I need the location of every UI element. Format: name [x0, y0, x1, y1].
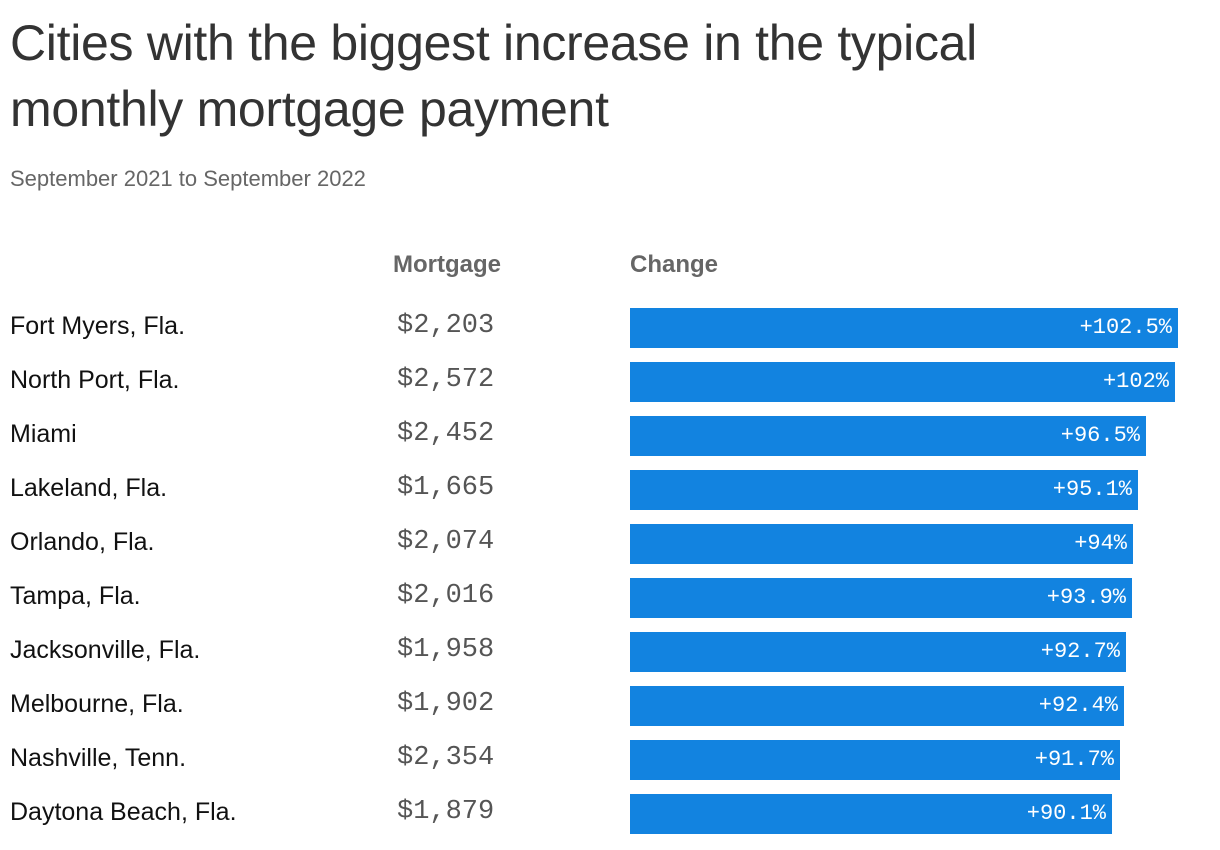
city-label: Nashville, Tenn. [10, 744, 187, 772]
change-label: +92.4% [1038, 693, 1118, 718]
city-label: North Port, Fla. [10, 366, 180, 394]
change-label: +92.7% [1040, 639, 1120, 664]
change-bar: +95.1% [630, 470, 1138, 510]
city-label: Miami [10, 420, 77, 448]
city-label: Fort Myers, Fla. [10, 312, 186, 340]
table-row: Daytona Beach, Fla. $1,879 +90.1% [0, 792, 1220, 846]
chart-subtitle: September 2021 to September 2022 [10, 166, 366, 191]
table-row: Jacksonville, Fla. $1,958 +92.7% [0, 630, 1220, 684]
change-bar: +91.7% [630, 740, 1120, 780]
change-bar: +92.4% [630, 686, 1124, 726]
city-label: Lakeland, Fla. [10, 474, 168, 502]
city-label: Jacksonville, Fla. [10, 636, 201, 664]
change-bar: +96.5% [630, 416, 1146, 456]
change-label: +93.9% [1046, 585, 1126, 610]
mortgage-value: $2,572 [397, 365, 495, 395]
mortgage-value: $2,016 [397, 581, 495, 611]
mortgage-value: $2,452 [397, 419, 495, 449]
change-label: +102% [1102, 369, 1169, 394]
change-bar: +102.5% [630, 308, 1178, 348]
change-label: +90.1% [1026, 801, 1106, 826]
change-bar: +93.9% [630, 578, 1132, 618]
city-label: Tampa, Fla. [10, 582, 141, 610]
table-row: Nashville, Tenn. $2,354 +91.7% [0, 738, 1220, 792]
change-label: +102.5% [1079, 315, 1172, 340]
change-label: +96.5% [1060, 423, 1140, 448]
change-column-header: Change [630, 251, 719, 278]
table-row: North Port, Fla. $2,572 +102% [0, 360, 1220, 414]
change-bar: +102% [630, 362, 1175, 402]
table-row: Lakeland, Fla. $1,665 +95.1% [0, 468, 1220, 522]
mortgage-value: $1,665 [397, 473, 495, 503]
mortgage-value: $1,879 [397, 797, 495, 827]
city-label: Melbourne, Fla. [10, 690, 184, 718]
mortgage-value: $2,074 [397, 527, 495, 557]
chart-title: Cities with the biggest increase in the … [10, 15, 977, 137]
change-bar: +94% [630, 524, 1133, 564]
mortgage-value: $1,958 [397, 635, 495, 665]
table-row: Fort Myers, Fla. $2,203 +102.5% [0, 306, 1220, 360]
city-label: Orlando, Fla. [10, 528, 155, 556]
table-row: Miami $2,452 +96.5% [0, 414, 1220, 468]
mortgage-value: $1,902 [397, 689, 495, 719]
change-label: +91.7% [1034, 747, 1114, 772]
mortgage-column-header: Mortgage [393, 251, 501, 278]
change-bar: +90.1% [630, 794, 1112, 834]
change-label: +94% [1074, 531, 1127, 556]
city-label: Daytona Beach, Fla. [10, 798, 237, 826]
table-row: Tampa, Fla. $2,016 +93.9% [0, 576, 1220, 630]
mortgage-value: $2,354 [397, 743, 495, 773]
change-label: +95.1% [1052, 477, 1132, 502]
table-row: Melbourne, Fla. $1,902 +92.4% [0, 684, 1220, 738]
table-row: Orlando, Fla. $2,074 +94% [0, 522, 1220, 576]
change-bar: +92.7% [630, 632, 1126, 672]
mortgage-value: $2,203 [397, 311, 495, 341]
